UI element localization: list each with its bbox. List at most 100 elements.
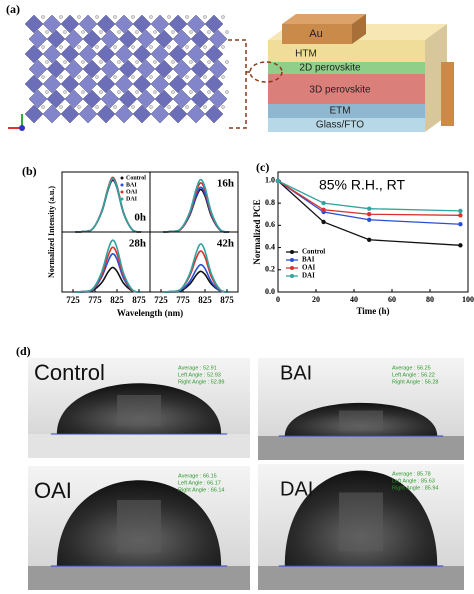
- layer-label: Au: [309, 28, 322, 40]
- atom: [149, 75, 153, 79]
- droplet-highlight: [339, 410, 383, 431]
- angle-text: Left Angle : 52.93: [178, 372, 221, 378]
- octahedron: [168, 104, 188, 124]
- atom: [153, 60, 157, 64]
- octahedron: [82, 29, 102, 49]
- octahedron: [78, 104, 98, 124]
- layer-label: 3D perovskite: [309, 85, 371, 96]
- time-label: 0h: [134, 212, 146, 224]
- octahedron: [204, 44, 224, 64]
- x-tick-label: 725: [66, 295, 80, 305]
- atom: [45, 30, 49, 34]
- atom: [99, 30, 103, 34]
- octahedron: [172, 59, 192, 79]
- octahedron: [60, 14, 80, 34]
- atom: [221, 105, 225, 109]
- angle-text: Average : 52.91: [178, 365, 217, 371]
- octahedron: [118, 89, 138, 109]
- plot-frame: [277, 171, 469, 293]
- atom: [77, 45, 81, 49]
- atom: [113, 45, 117, 49]
- atom: [99, 60, 103, 64]
- octahedron: [150, 104, 170, 124]
- sample-label: Control: [34, 360, 105, 385]
- octahedron: [24, 104, 44, 124]
- atom: [81, 90, 85, 94]
- legend-marker: [120, 176, 124, 180]
- atom: [77, 75, 81, 79]
- octahedron: [100, 29, 120, 49]
- atom: [81, 60, 85, 64]
- pce-point: [367, 217, 372, 222]
- legend-label: OAI: [126, 189, 138, 195]
- angle-text: Average : 85.78: [392, 471, 431, 477]
- octahedron: [60, 44, 80, 64]
- octahedron: [64, 89, 84, 109]
- octahedron: [150, 44, 170, 64]
- pce-point: [458, 208, 463, 214]
- atom: [149, 15, 153, 19]
- atom: [167, 15, 171, 19]
- layer-label: 2D perovskite: [299, 63, 361, 74]
- octahedron: [154, 89, 174, 109]
- legend-marker: [290, 258, 294, 262]
- y-tick-label: 1.0: [265, 176, 275, 185]
- angle-text: Right Angle : 66.14: [178, 487, 224, 493]
- octahedron: [114, 44, 134, 64]
- pce-point: [321, 207, 326, 212]
- atom: [221, 15, 225, 19]
- atom: [225, 30, 229, 34]
- highlight: [249, 61, 283, 83]
- y-tick-label: 0.6: [265, 220, 275, 229]
- atom: [203, 45, 207, 49]
- spectrum: [163, 243, 230, 293]
- octahedron: [208, 59, 228, 79]
- atom: [117, 90, 121, 94]
- legend-label: BAI: [126, 182, 137, 188]
- atom: [95, 45, 99, 49]
- spectrum: [75, 177, 142, 233]
- atom: [77, 105, 81, 109]
- atom: [225, 90, 229, 94]
- atom: [131, 105, 135, 109]
- device: Au HTM 2D perovskite 3D perovskite ETM G…: [228, 14, 454, 132]
- octahedron: [24, 74, 44, 94]
- atom: [149, 105, 153, 109]
- octahedron: [208, 29, 228, 49]
- octahedron: [132, 74, 152, 94]
- pce-point: [367, 206, 372, 211]
- angle-text: Average : 66.15: [178, 473, 217, 479]
- atom: [185, 105, 189, 109]
- panel-label: (a): [6, 2, 20, 16]
- atom: [185, 45, 189, 49]
- octahedron: [118, 59, 138, 79]
- pce-line: [277, 180, 461, 246]
- x-tick-label: 825: [110, 295, 124, 305]
- angle-text: Average : 56.25: [392, 365, 431, 371]
- octahedron: [186, 44, 206, 64]
- x-tick-label: 0: [276, 295, 280, 304]
- octahedron: [96, 44, 116, 64]
- atom: [95, 75, 99, 79]
- sample-label: OAI: [34, 478, 72, 503]
- x-tick-label: 40: [350, 295, 358, 304]
- subplot-frame: [149, 231, 239, 293]
- octahedron: [172, 89, 192, 109]
- octahedron: [42, 14, 62, 34]
- pce-point: [367, 237, 372, 242]
- panel-label: (c): [256, 160, 269, 174]
- octahedron: [82, 89, 102, 109]
- octahedron: [114, 14, 134, 34]
- atom: [167, 75, 171, 79]
- octahedron: [28, 59, 48, 79]
- x-tick-label: 775: [176, 295, 190, 305]
- octahedron: [46, 59, 66, 79]
- octahedron: [132, 44, 152, 64]
- pce-point: [321, 200, 326, 206]
- atom: [59, 105, 63, 109]
- spectrum: [163, 250, 230, 293]
- octahedron: [136, 29, 156, 49]
- droplet-highlight: [117, 500, 161, 553]
- legend-label: Control: [302, 248, 325, 256]
- atom: [41, 15, 45, 19]
